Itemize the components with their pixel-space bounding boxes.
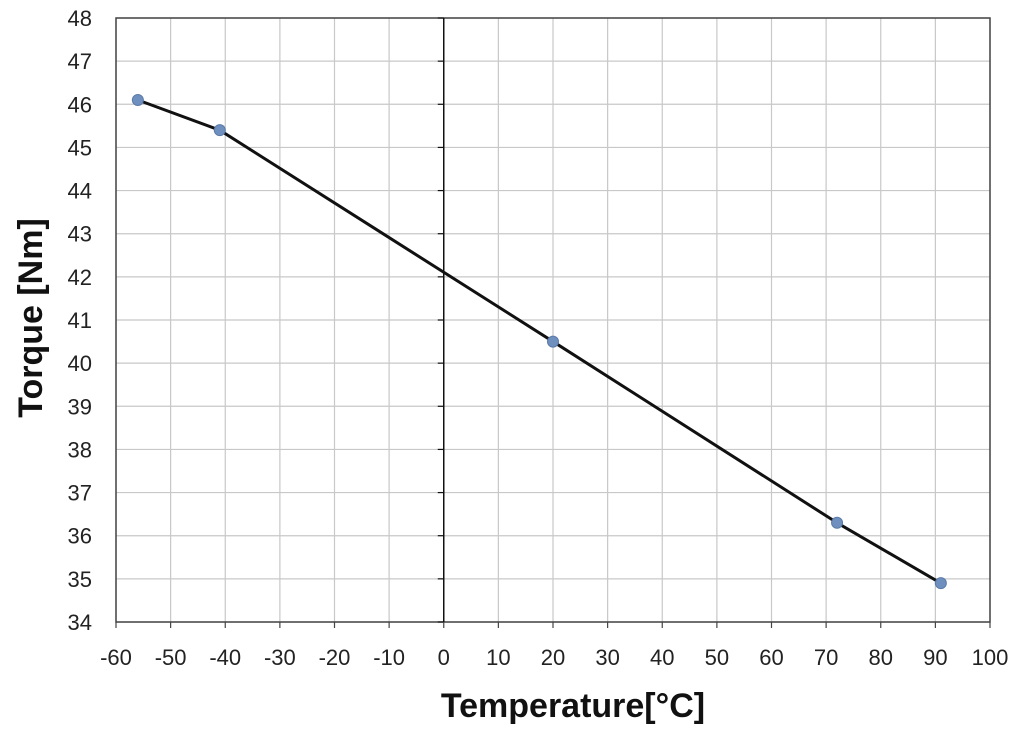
x-tick-label-0: -60 (100, 645, 132, 670)
y-tick-label-10: 44 (68, 179, 92, 204)
x-tick-label-11: 50 (705, 645, 729, 670)
data-point-2 (547, 335, 559, 348)
x-tick-label-12: 60 (759, 645, 783, 670)
data-point-0 (131, 93, 144, 106)
x-tick-label-14: 80 (869, 645, 893, 670)
x-tick-label-10: 40 (650, 645, 674, 670)
data-point-1 (213, 124, 226, 137)
y-tick-label-5: 39 (68, 394, 92, 419)
y-tick-label-11: 45 (68, 135, 92, 160)
y-tick-label-7: 41 (68, 308, 92, 333)
x-axis-title: Temperature[°C] (441, 687, 705, 725)
data-point-4 (934, 577, 947, 590)
x-tick-label-4: -20 (319, 645, 351, 670)
y-tick-label-12: 46 (68, 92, 92, 117)
x-tick-label-15: 90 (923, 645, 947, 670)
y-tick-label-0: 34 (68, 610, 92, 635)
grid (115, 17, 991, 623)
y-tick-labels: 34 35 36 37 38 39 40 41 42 43 44 45 46 47 48 (68, 6, 92, 635)
x-tick-labels: -60 -50 -40 -30 -20 -10 0 10 20 30 40 50 60 70 80 90 100 (100, 645, 1008, 670)
data-point-3 (831, 516, 844, 529)
y-axis-tick-marks (115, 17, 991, 628)
x-tick-label-13: 70 (814, 645, 838, 670)
y-tick-label-1: 35 (68, 567, 92, 592)
x-tick-label-1: -50 (155, 645, 187, 670)
x-tick-label-2: -40 (209, 645, 241, 670)
series-layer (131, 93, 947, 590)
y-tick-label-6: 40 (68, 351, 92, 376)
x-tick-label-6: 0 (438, 645, 450, 670)
y-tick-label-4: 38 (68, 437, 92, 462)
series-line-0 (137, 98, 942, 585)
y-tick-label-3: 37 (68, 481, 92, 506)
y-tick-label-2: 36 (68, 524, 92, 549)
x-tick-label-5: -10 (373, 645, 405, 670)
y-tick-label-14: 48 (68, 6, 92, 31)
y-tick-label-8: 42 (68, 265, 92, 290)
x-tick-label-8: 20 (541, 645, 565, 670)
x-tick-label-9: 30 (595, 645, 619, 670)
x-tick-label-16: 100 (972, 645, 1009, 670)
y-tick-label-13: 47 (68, 49, 92, 74)
x-tick-label-7: 10 (486, 645, 510, 670)
y-tick-label-9: 43 (68, 222, 92, 247)
y-axis-title: Torque [Nm] (12, 218, 50, 418)
x-tick-label-3: -30 (264, 645, 296, 670)
